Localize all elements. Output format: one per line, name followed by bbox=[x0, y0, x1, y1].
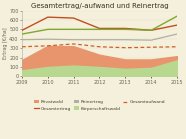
Title: Gesamtertrag/-aufwand und Reinertrag: Gesamtertrag/-aufwand und Reinertrag bbox=[31, 3, 168, 9]
Y-axis label: Ertrag [€/ha]: Ertrag [€/ha] bbox=[3, 28, 8, 59]
Legend: Privatwald, Gesamtertrag, Reinertrag, Körperschaftswald, Gesamtaufwand: Privatwald, Gesamtertrag, Reinertrag, Kö… bbox=[32, 98, 167, 112]
